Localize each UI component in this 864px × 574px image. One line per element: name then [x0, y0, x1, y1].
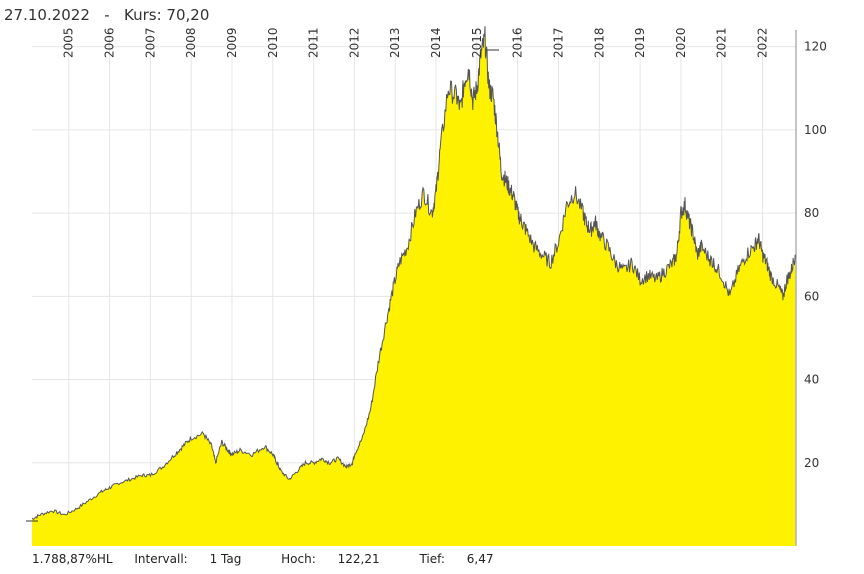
x-tick-label: 2008: [184, 27, 198, 58]
low-label: Tief:: [419, 552, 445, 566]
x-tick-label: 2016: [511, 27, 525, 58]
header-kurs-value: 70,20: [166, 6, 210, 24]
x-tick-label: 2022: [756, 27, 770, 58]
y-tick-label: 40: [804, 373, 819, 387]
x-tick-label: 2019: [633, 27, 647, 58]
x-tick-label: 2007: [143, 27, 157, 58]
x-tick-label: 2014: [429, 27, 443, 58]
interval-label: Intervall:: [134, 552, 188, 566]
x-tick-label: 2011: [307, 27, 321, 58]
x-tick-label: 2006: [103, 27, 117, 58]
y-tick-label: 120: [804, 40, 827, 54]
x-tick-label: 2013: [388, 27, 402, 58]
low-value: 6,47: [466, 552, 494, 566]
x-tick-label: 2009: [225, 27, 239, 58]
y-tick-label: 100: [804, 123, 827, 137]
x-tick-label: 2020: [674, 27, 688, 58]
x-tick-label: 2021: [715, 27, 729, 58]
y-tick-label: 60: [804, 289, 819, 303]
chart-footer: 1.788,87%HL Intervall: 1 Tag Hoch: 122,2…: [32, 552, 530, 566]
header-kurs-label: Kurs:: [124, 6, 162, 24]
x-tick-label: 2012: [347, 27, 361, 58]
x-tick-label: 2010: [266, 27, 280, 58]
y-tick-label: 20: [804, 456, 819, 470]
y-tick-label: 80: [804, 206, 819, 220]
price-area: [32, 26, 796, 546]
x-tick-label: 2018: [592, 27, 606, 58]
interval-value: 1 Tag: [209, 552, 242, 566]
chart-header: 27.10.2022 - Kurs: 70,20: [4, 6, 209, 24]
x-axis-ticks: 2005 2006 2007 2008 2009 2010 2011 2012 2013 2014…: [62, 27, 770, 58]
y-axis-ticks: 20 40 60 80 100 120: [804, 40, 827, 470]
performance-value: 1.788,87%HL: [32, 552, 113, 566]
price-line: [31, 26, 796, 521]
high-label: Hoch:: [281, 552, 316, 566]
x-tick-label: 2017: [551, 27, 565, 58]
x-tick-label: 2005: [62, 27, 76, 58]
high-value: 122,21: [337, 552, 380, 566]
header-date: 27.10.2022: [4, 6, 90, 24]
header-separator: -: [104, 6, 110, 24]
x-tick-label: 2015: [470, 27, 484, 58]
